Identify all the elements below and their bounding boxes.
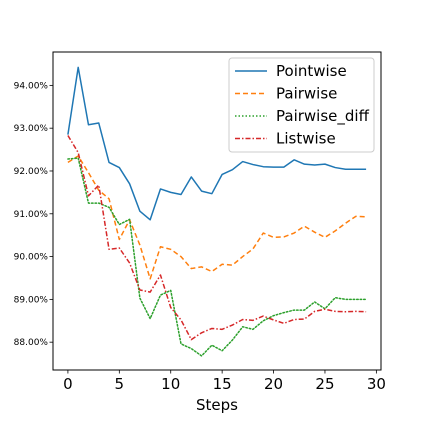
y-tick-label: 92.00% bbox=[14, 167, 49, 177]
x-tick-label: 25 bbox=[315, 375, 334, 393]
x-tick-label: 5 bbox=[115, 375, 125, 393]
legend-label-pairwise-diff: Pairwise_diff bbox=[276, 107, 370, 126]
x-tick-label: 10 bbox=[161, 375, 180, 393]
plot-frame bbox=[52, 51, 382, 371]
y-tick-label: 90.00% bbox=[14, 253, 49, 263]
series-line-listwise bbox=[67, 135, 367, 341]
y-tick-label: 89.00% bbox=[14, 295, 49, 305]
legend: Pointwise Pairwise Pairwise_diff Listwise bbox=[228, 57, 375, 153]
series-line-pointwise bbox=[67, 66, 367, 221]
legend-box bbox=[228, 57, 375, 153]
legend-label-pointwise: Pointwise bbox=[276, 62, 347, 80]
x-tick-label: 20 bbox=[264, 375, 283, 393]
x-tick-label: 0 bbox=[63, 375, 73, 393]
series-line-pairwise-diff bbox=[67, 157, 367, 357]
x-axis-label: Steps bbox=[196, 396, 238, 414]
legend-label-pairwise: Pairwise bbox=[276, 85, 337, 103]
y-tick-label: 91.00% bbox=[14, 210, 49, 220]
y-tick-label: 88.00% bbox=[14, 338, 49, 348]
x-tick-label: 30 bbox=[367, 375, 386, 393]
plot-layer bbox=[67, 66, 367, 357]
legend-label-listwise: Listwise bbox=[276, 130, 336, 148]
x-tick-label: 15 bbox=[213, 375, 232, 393]
series-line-pairwise bbox=[67, 155, 367, 280]
axes-layer: 88.00% 89.00% 90.00% 91.00% 92.00% 93.00% 94.0… bbox=[14, 51, 386, 414]
y-tick-label: 93.00% bbox=[14, 124, 49, 134]
y-tick-label: 94.00% bbox=[14, 81, 49, 91]
